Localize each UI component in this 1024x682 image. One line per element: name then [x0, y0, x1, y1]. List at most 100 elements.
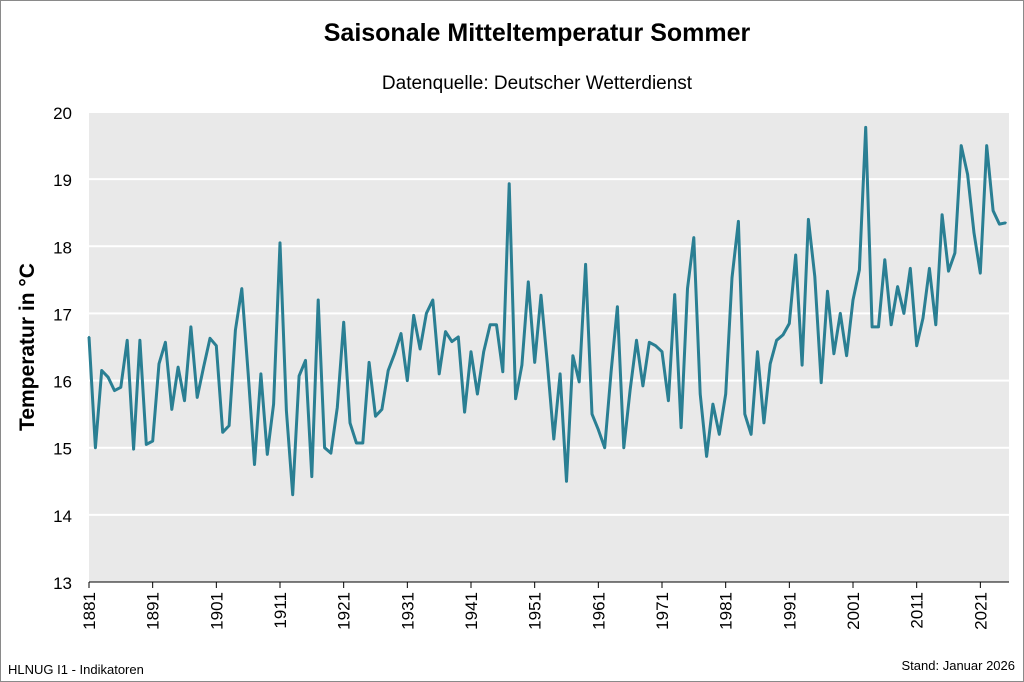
data-point	[590, 413, 593, 416]
data-point	[972, 231, 975, 234]
data-point	[361, 442, 364, 445]
data-point	[189, 325, 192, 328]
data-point	[113, 389, 116, 392]
data-point	[737, 220, 740, 223]
data-point	[342, 321, 345, 324]
data-point	[699, 393, 702, 395]
data-point	[724, 393, 727, 395]
data-point	[928, 267, 931, 270]
data-point	[858, 268, 861, 271]
data-point	[221, 431, 224, 434]
data-point	[317, 299, 320, 301]
data-point	[259, 372, 262, 375]
x-tick-label: 1971	[653, 592, 672, 630]
x-tick-label: 1961	[589, 592, 608, 630]
data-point	[336, 406, 339, 409]
data-point	[832, 352, 835, 355]
x-tick-label: 1931	[398, 592, 417, 630]
data-point	[839, 312, 842, 315]
data-point	[151, 440, 154, 442]
x-tick-label: 1881	[80, 592, 99, 630]
data-point	[202, 366, 205, 369]
data-point	[998, 223, 1001, 226]
x-tick-label: 1981	[717, 592, 736, 630]
data-point	[444, 330, 447, 333]
data-point	[457, 335, 460, 338]
data-point	[864, 126, 867, 129]
data-point	[603, 446, 606, 449]
x-tick-label: 1941	[462, 592, 481, 630]
data-point	[533, 361, 536, 364]
data-point	[762, 421, 765, 424]
data-point	[826, 290, 829, 293]
data-point	[425, 312, 428, 315]
data-point	[489, 323, 492, 326]
data-point	[692, 236, 695, 239]
data-point	[775, 339, 778, 342]
data-point	[890, 323, 893, 326]
y-tick-label: 15	[53, 440, 72, 459]
y-axis-label: Temperatur in °C	[16, 263, 39, 431]
data-point	[629, 388, 632, 391]
data-point	[482, 350, 485, 353]
data-point	[756, 350, 759, 353]
data-point	[514, 397, 517, 400]
data-point	[788, 322, 791, 325]
data-point	[680, 426, 683, 429]
data-point	[922, 317, 925, 320]
data-point	[934, 323, 937, 326]
data-point	[228, 424, 231, 427]
data-point	[368, 361, 371, 364]
data-point	[731, 276, 734, 279]
data-point	[578, 380, 581, 383]
data-point	[635, 339, 638, 342]
chart-subtitle: Datenquelle: Deutscher Wetterdienst	[382, 73, 693, 94]
data-point	[902, 312, 905, 315]
data-point	[807, 218, 810, 221]
data-point	[711, 403, 714, 406]
data-point	[877, 325, 880, 328]
data-point	[813, 275, 816, 278]
data-point	[215, 344, 218, 347]
y-tick-label: 17	[53, 305, 72, 324]
data-point	[527, 280, 530, 283]
data-point	[571, 354, 574, 357]
x-tick-label: 2021	[971, 592, 990, 630]
data-point	[992, 209, 995, 212]
chart-title: Saisonale Mitteltemperatur Sommer	[324, 19, 751, 47]
data-point	[896, 285, 899, 288]
data-point	[909, 267, 912, 270]
data-point	[508, 182, 511, 185]
data-point	[673, 293, 676, 296]
data-point	[616, 305, 619, 308]
data-point	[240, 287, 243, 290]
data-point	[138, 339, 141, 342]
data-point	[654, 344, 657, 347]
data-point	[145, 443, 148, 446]
data-point	[871, 325, 874, 328]
data-point	[164, 341, 167, 344]
y-tick-label: 14	[53, 507, 72, 526]
x-tick-label: 1921	[335, 592, 354, 630]
y-tick-label: 13	[53, 574, 72, 593]
x-tick-label: 1951	[526, 592, 545, 630]
data-point	[661, 350, 664, 353]
data-point	[597, 428, 600, 431]
data-point	[705, 455, 708, 458]
data-point	[196, 396, 199, 399]
data-point	[208, 337, 211, 340]
data-point	[953, 252, 956, 254]
data-point	[310, 475, 313, 478]
data-point	[941, 213, 944, 216]
data-point	[158, 362, 161, 365]
data-point	[266, 453, 269, 456]
x-tick-label: 1911	[271, 592, 290, 629]
data-point	[431, 299, 434, 301]
footer-right: Stand: Januar 2026	[902, 658, 1015, 673]
data-point	[107, 376, 110, 379]
data-point	[450, 340, 453, 343]
data-point	[794, 254, 797, 257]
y-tick-label: 18	[53, 238, 72, 257]
data-point	[979, 272, 982, 275]
data-point	[304, 359, 307, 362]
